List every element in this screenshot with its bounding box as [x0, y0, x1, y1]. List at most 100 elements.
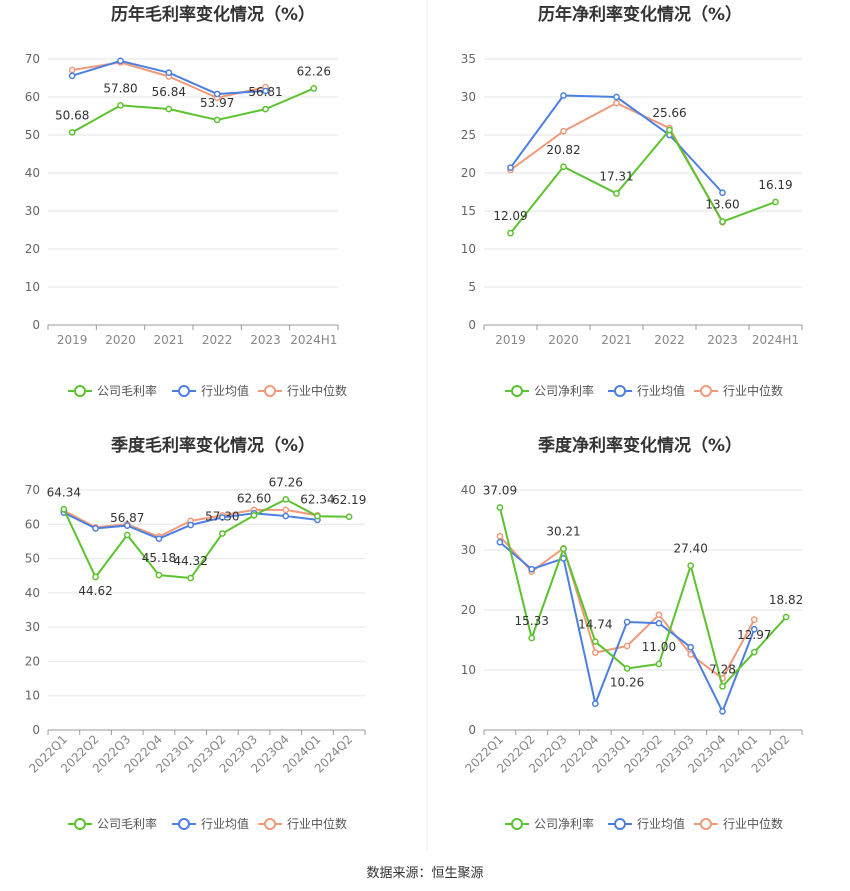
- legend-item: 行业中位数: [694, 383, 783, 398]
- data-label: 62.60: [237, 491, 271, 505]
- data-point: [262, 87, 269, 95]
- data-point: [666, 126, 673, 134]
- y-tick-label: 30: [461, 543, 476, 557]
- legend-item: 公司净利率: [505, 816, 594, 831]
- y-tick-label: 30: [25, 204, 40, 218]
- data-point: [655, 660, 663, 668]
- y-tick-label: 25: [461, 128, 476, 142]
- y-tick-label: 0: [32, 318, 40, 332]
- data-label: 57.30: [205, 510, 239, 524]
- legend-item: 行业均值: [608, 816, 685, 831]
- data-point: [165, 69, 173, 77]
- data-point: [92, 525, 99, 532]
- legend-item: 行业中位数: [258, 816, 347, 831]
- chart-title: 历年毛利率变化情况（%）: [111, 4, 315, 25]
- data-label: 45.18: [142, 551, 176, 565]
- data-point: [60, 506, 68, 513]
- data-point: [613, 93, 620, 101]
- series-line: [509, 102, 724, 223]
- data-point: [282, 506, 290, 514]
- data-point: [507, 229, 514, 237]
- data-point: [591, 638, 599, 645]
- data-point: [310, 85, 318, 92]
- data-point: [528, 634, 536, 642]
- data-label: 56.87: [110, 511, 144, 525]
- data-label: 30.21: [546, 525, 580, 539]
- data-point: [750, 616, 758, 623]
- data-label: 57.80: [103, 81, 137, 95]
- y-tick-label: 15: [461, 204, 476, 218]
- legend-item: 行业均值: [172, 816, 249, 831]
- y-tick-label: 60: [25, 90, 40, 104]
- data-point: [528, 565, 536, 573]
- legend-item: 公司毛利率: [68, 816, 157, 831]
- data-point: [213, 116, 221, 124]
- data-point: [613, 99, 620, 107]
- data-point: [623, 642, 631, 650]
- data-point: [117, 102, 124, 109]
- data-label: 56.81: [248, 85, 282, 99]
- data-label: 64.34: [47, 485, 81, 499]
- data-point: [719, 218, 726, 225]
- data-point: [187, 521, 194, 529]
- data-label: 27.40: [674, 542, 708, 556]
- y-tick-label: 40: [25, 166, 40, 180]
- x-tick-label: 2019: [495, 333, 526, 347]
- data-label: 14.74: [578, 618, 612, 632]
- y-tick-label: 20: [25, 242, 40, 256]
- x-tick-label: 2024H1: [290, 333, 337, 347]
- data-point: [719, 708, 726, 715]
- legend-swatch-marker: [700, 818, 712, 830]
- series-line: [498, 507, 787, 688]
- data-point: [219, 514, 226, 521]
- data-label: 20.82: [546, 143, 580, 157]
- data-point: [687, 562, 695, 569]
- data-point: [262, 105, 269, 113]
- legend-item: 公司净利率: [505, 383, 594, 398]
- data-label: 11.00: [642, 640, 676, 654]
- data-point: [165, 105, 173, 113]
- legend-swatch-marker: [614, 818, 626, 830]
- data-point: [655, 611, 663, 619]
- legend-swatch-marker: [74, 818, 86, 830]
- legend-label: 行业均值: [201, 816, 249, 831]
- y-tick-label: 0: [468, 318, 476, 332]
- x-tick-label: 2024H1: [752, 333, 799, 347]
- y-tick-label: 0: [468, 723, 476, 737]
- data-point: [155, 535, 163, 543]
- chart-4: 季度净利率变化情况（%）0102030402022Q12022Q22022Q32…: [461, 435, 804, 831]
- data-point: [123, 531, 131, 539]
- y-tick-label: 50: [25, 552, 40, 566]
- data-label: 67.26: [269, 475, 303, 489]
- data-label: 16.19: [758, 178, 792, 192]
- x-tick-label: 2021: [154, 333, 185, 347]
- legend-label: 公司毛利率: [97, 383, 157, 398]
- legend-label: 行业中位数: [287, 383, 347, 398]
- y-tick-label: 40: [25, 586, 40, 600]
- data-point: [282, 496, 290, 503]
- chart-title: 季度净利率变化情况（%）: [538, 435, 742, 456]
- chart-1: 历年毛利率变化情况（%） 0 10 20 30 40 50 60 70 2019 2020 2021 2…: [25, 4, 347, 398]
- y-tick-label: 35: [461, 52, 476, 66]
- legend-swatch-marker: [700, 385, 712, 397]
- y-tick-label: 20: [461, 166, 476, 180]
- legend-item: 行业中位数: [258, 383, 347, 398]
- data-label: 62.19: [332, 493, 366, 507]
- data-point: [496, 538, 504, 546]
- series-line: [509, 128, 776, 234]
- data-point: [623, 618, 631, 626]
- chart-title: 季度毛利率变化情况（%）: [111, 435, 315, 456]
- legend-label: 公司毛利率: [97, 816, 157, 831]
- y-tick-label: 40: [461, 483, 476, 497]
- legend-label: 行业均值: [637, 383, 685, 398]
- data-point: [496, 532, 504, 540]
- y-tick-label: 30: [25, 620, 40, 634]
- y-tick-label: 0: [32, 723, 40, 737]
- data-point: [623, 665, 631, 672]
- data-label: 10.26: [610, 675, 644, 689]
- data-point: [772, 198, 779, 206]
- data-point: [213, 90, 221, 98]
- y-tick-label: 10: [25, 280, 40, 294]
- data-point: [719, 682, 726, 690]
